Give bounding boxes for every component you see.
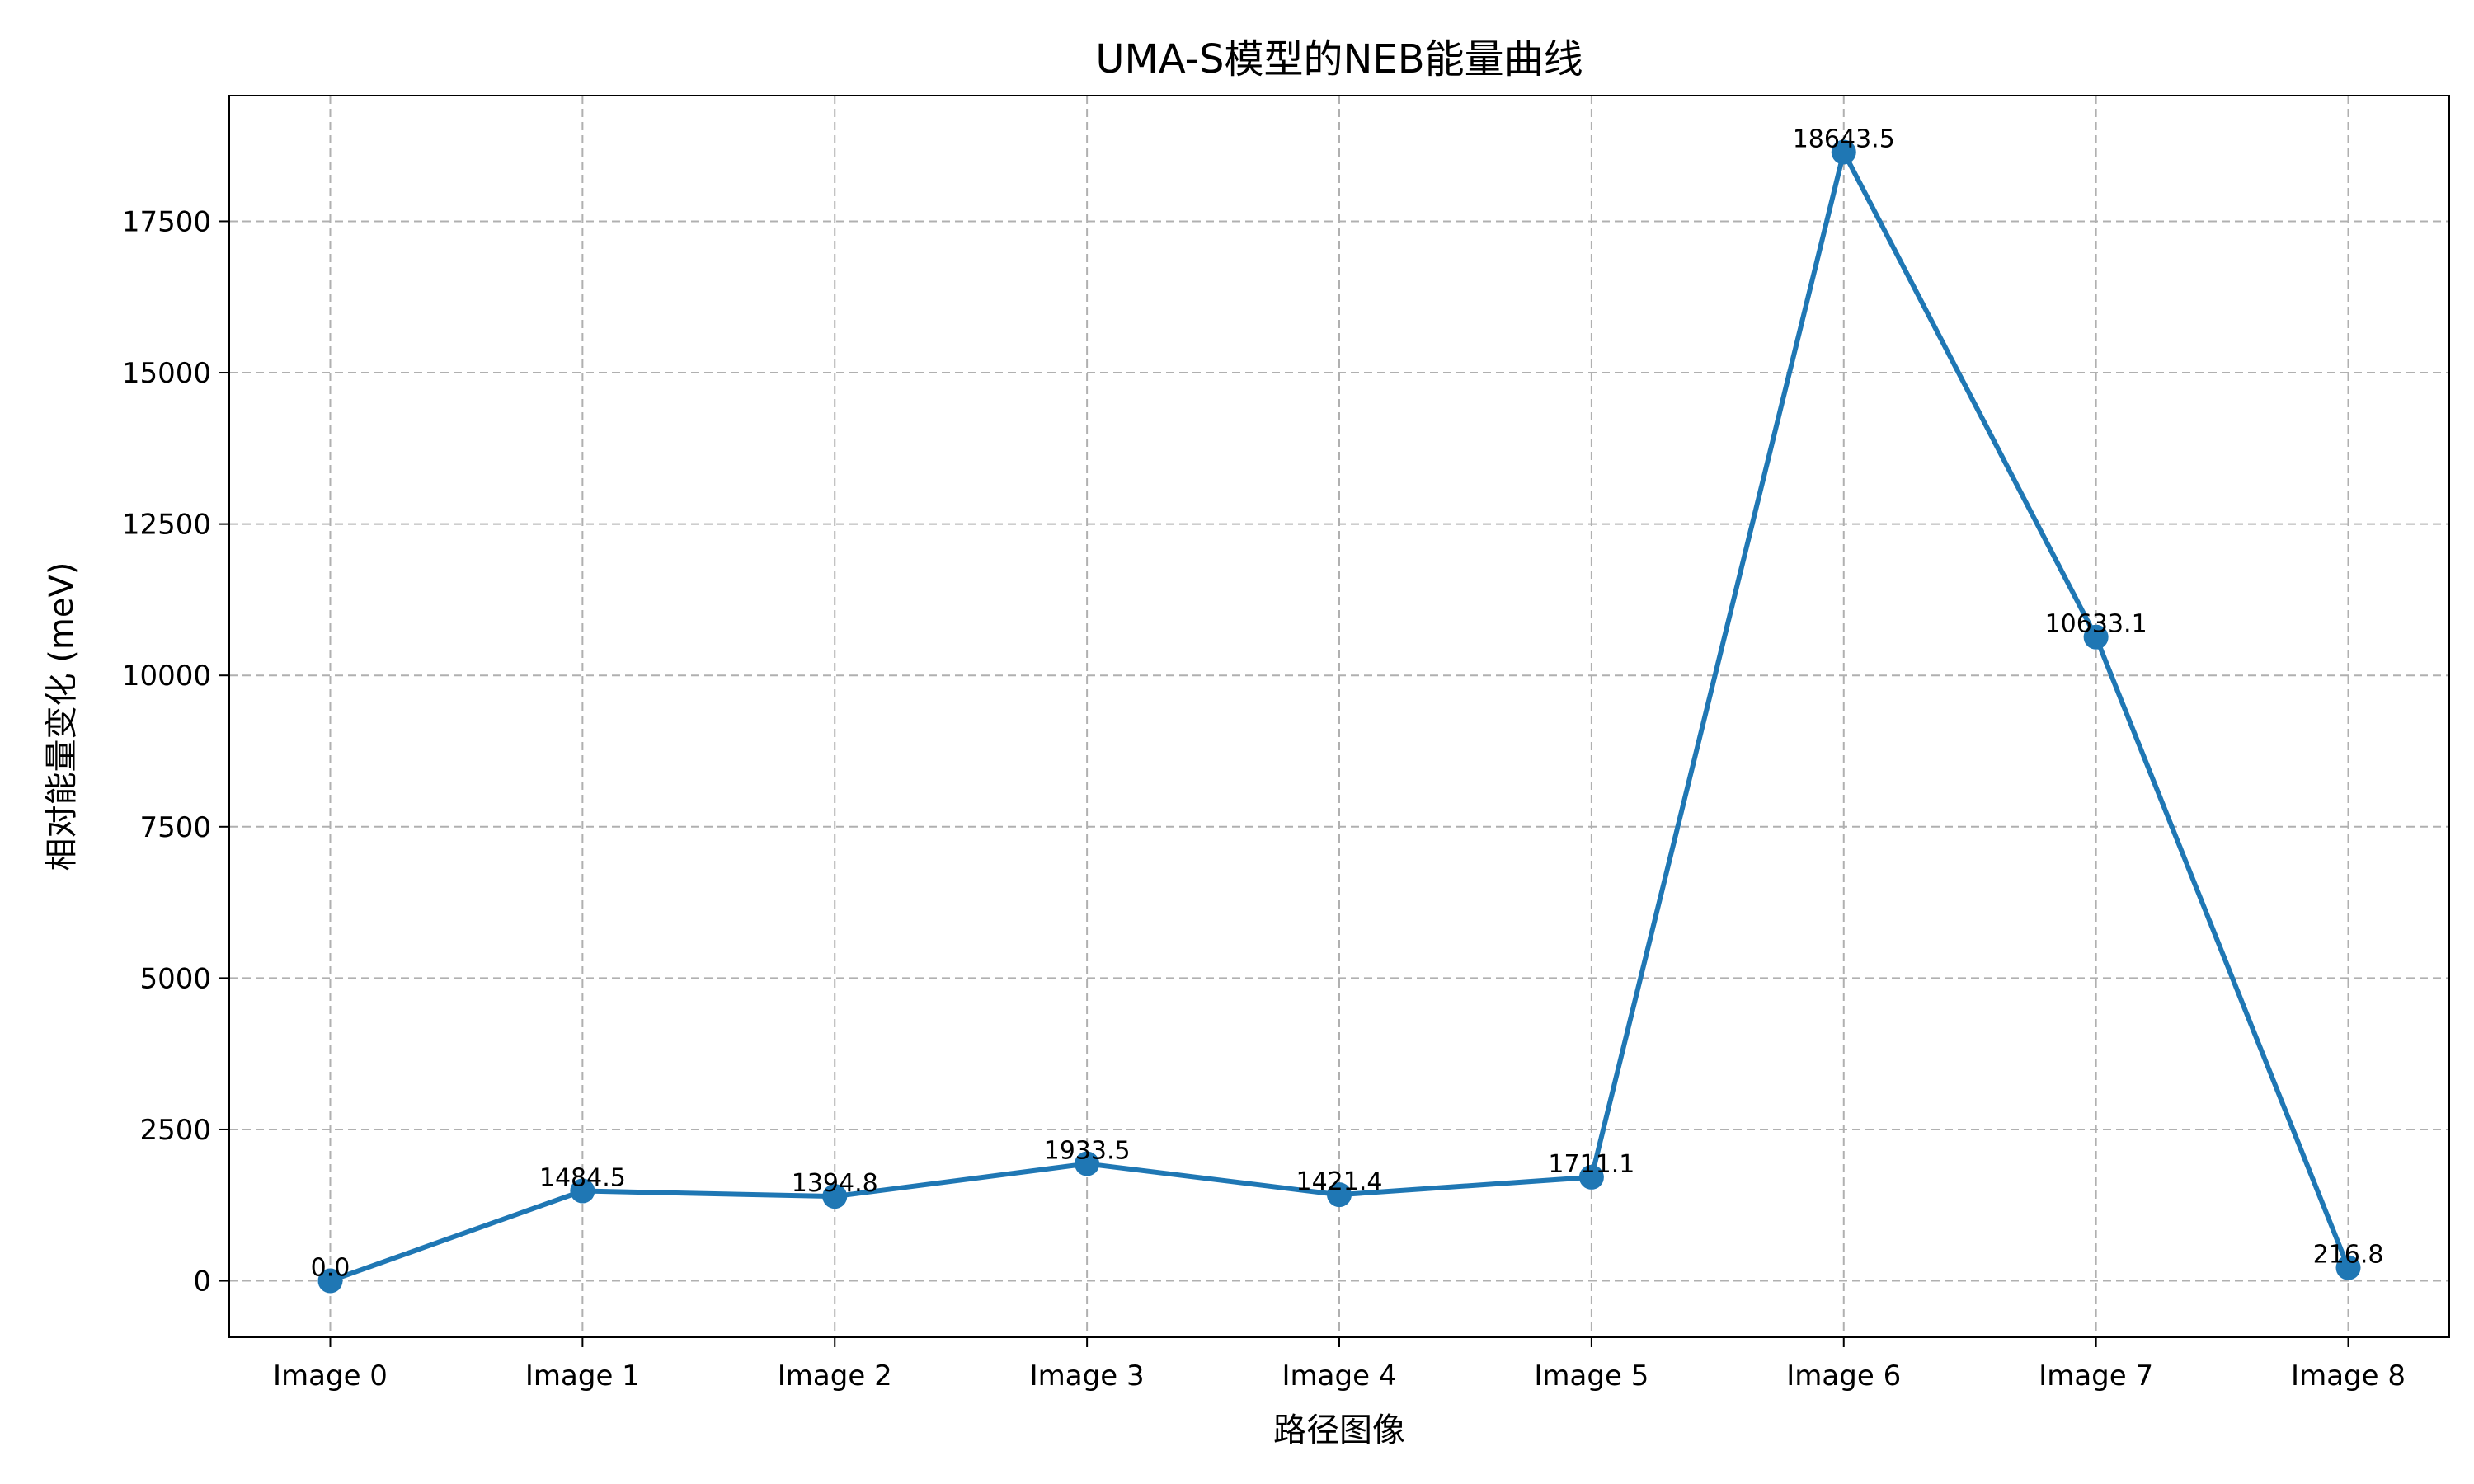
y-axis-label: 相对能量变化 (meV) <box>43 562 81 871</box>
data-label-1: 1484.5 <box>539 1164 626 1193</box>
x-tick-label-5: Image 5 <box>1534 1360 1649 1392</box>
x-tick-label-4: Image 4 <box>1282 1360 1397 1392</box>
data-point-5 <box>1578 1164 1604 1190</box>
x-tick-label-2: Image 2 <box>778 1360 892 1392</box>
chart-title: UMA-S模型的NEB能量曲线 <box>1095 36 1583 82</box>
y-tick-label-0: 0 <box>193 1266 211 1298</box>
y-tick-label-3: 7500 <box>139 811 211 844</box>
grid <box>229 96 2449 1337</box>
x-tick-label-1: Image 1 <box>525 1360 640 1392</box>
data-label-0: 0.0 <box>311 1254 350 1283</box>
data-point-0 <box>317 1268 343 1294</box>
data-label-3: 1933.5 <box>1044 1137 1131 1166</box>
data-label-6: 18643.5 <box>1793 124 1895 153</box>
y-tick-label-5: 12500 <box>122 509 211 542</box>
series-layer <box>317 139 2361 1294</box>
x-tick-label-8: Image 8 <box>2291 1360 2406 1392</box>
x-tick-label-0: Image 0 <box>273 1360 388 1392</box>
data-label-5: 1711.1 <box>1548 1150 1634 1179</box>
y-tick-label-1: 2500 <box>139 1114 211 1147</box>
data-point-4 <box>1327 1182 1352 1208</box>
x-axis-label: 路径图像 <box>1273 1411 1405 1449</box>
x-tick-label-3: Image 3 <box>1030 1360 1145 1392</box>
x-tick-label-6: Image 6 <box>1786 1360 1901 1392</box>
data-point-7 <box>2083 624 2109 650</box>
data-point-1 <box>570 1178 595 1204</box>
data-label-7: 10633.1 <box>2045 610 2147 639</box>
y-tick-label-4: 10000 <box>122 660 211 693</box>
data-point-3 <box>1075 1151 1100 1176</box>
data-labels: 0.0 1484.5 1394.8 1933.5 1421.4 1711.1 18643.5… <box>311 124 2384 1282</box>
data-label-2: 1394.8 <box>792 1169 878 1198</box>
x-tick-label-7: Image 7 <box>2039 1360 2153 1392</box>
y-tick-label-2: 5000 <box>139 962 211 995</box>
data-label-8: 216.8 <box>2313 1241 2384 1270</box>
data-point-6 <box>1831 139 1856 165</box>
data-point-2 <box>822 1184 848 1209</box>
data-label-4: 1421.4 <box>1296 1167 1383 1196</box>
y-tick-label-7: 17500 <box>122 205 211 238</box>
data-point-8 <box>2335 1255 2361 1280</box>
y-tick-label-6: 15000 <box>122 357 211 390</box>
axis-ticks: Image 0 Image 1 Image 2 Image 3 Image 4 Image… <box>122 205 2406 1392</box>
